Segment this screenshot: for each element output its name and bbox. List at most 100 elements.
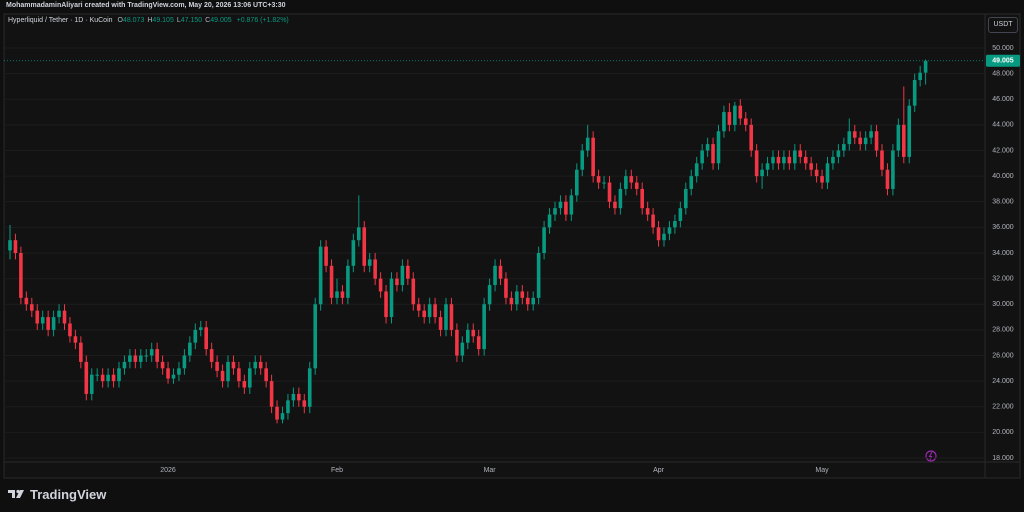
candle-body	[662, 233, 666, 241]
candle-body	[749, 124, 753, 151]
candle-body	[602, 182, 606, 184]
y-tick-label: 22.000	[992, 404, 1014, 411]
candle-body	[803, 156, 808, 164]
candle-body	[68, 323, 72, 337]
candle-body	[389, 278, 394, 318]
candle-body	[226, 361, 230, 382]
candle-body	[193, 329, 198, 343]
candle-body	[384, 291, 388, 318]
candle-body	[700, 150, 704, 164]
candle-body	[220, 370, 225, 382]
y-tick-label: 40.000	[992, 173, 1014, 180]
candle-body	[727, 112, 732, 125]
candle-body	[362, 227, 367, 266]
candle-body	[798, 150, 803, 157]
candle-body	[416, 304, 421, 311]
y-tick-label: 32.000	[992, 275, 1014, 282]
currency-button[interactable]: USDT	[988, 17, 1018, 33]
candle-body	[760, 169, 764, 177]
candle-body	[427, 304, 432, 318]
ohlc-value: 48.073	[122, 17, 145, 24]
brand: TradingView	[30, 487, 107, 502]
y-tick-label: 46.000	[992, 96, 1014, 103]
candle-body	[242, 381, 247, 388]
candle-body	[209, 349, 214, 362]
candle-body	[569, 195, 574, 215]
candle-body	[585, 137, 590, 151]
candle-body	[852, 131, 857, 138]
ohlc-value: 47.150	[180, 17, 203, 24]
candle-body	[525, 297, 530, 305]
candle-body	[166, 368, 170, 379]
candle-body	[177, 368, 181, 375]
candle-body	[253, 361, 258, 369]
candle-body	[422, 310, 426, 318]
candle-body	[286, 400, 290, 414]
candle-body	[536, 253, 541, 298]
y-tick-label: 38.000	[992, 199, 1014, 206]
candle-body	[776, 156, 781, 164]
candle-body	[269, 381, 274, 407]
candle-body	[302, 400, 307, 407]
candle-body	[171, 374, 176, 379]
candle-body	[198, 327, 203, 330]
candle-body	[291, 393, 296, 401]
candle-body	[280, 413, 285, 420]
candle-body	[771, 156, 775, 164]
candle-body	[466, 329, 470, 343]
legend: Hyperliquid / Tether · 1D · KuCoin O48.0…	[8, 17, 289, 24]
candle-body	[460, 342, 465, 356]
candle-body	[722, 112, 726, 132]
x-tick-label: Feb	[331, 467, 343, 474]
candle-body	[449, 304, 454, 330]
candle-body	[133, 355, 138, 362]
candle-body	[498, 265, 503, 279]
candle-body	[100, 374, 105, 382]
candle-body	[880, 150, 884, 170]
symbol: Hyperliquid / Tether · 1D · KuCoin	[8, 17, 113, 24]
candle-body	[215, 361, 219, 371]
candle-body	[923, 60, 928, 73]
candle-body	[836, 150, 841, 157]
ohlc-key: L	[176, 17, 181, 24]
x-tick-label: Apr	[653, 467, 665, 474]
candle-body	[444, 304, 448, 330]
candle-body	[645, 208, 650, 215]
candle-body	[378, 278, 383, 292]
candle-body	[455, 329, 459, 356]
candle-body	[673, 220, 677, 228]
y-tick-label: 24.000	[992, 378, 1014, 385]
candle-body	[613, 201, 617, 209]
candle-body	[825, 163, 830, 183]
candle-body	[411, 278, 416, 305]
y-tick-label: 28.000	[992, 327, 1014, 334]
candle-body	[30, 304, 34, 311]
candle-body	[149, 349, 154, 356]
candle-body	[313, 304, 317, 369]
y-tick-label: 36.000	[992, 224, 1014, 231]
candle-body	[237, 368, 241, 382]
candle-body	[182, 355, 187, 369]
candle-body	[19, 253, 23, 298]
candle-body	[340, 291, 345, 298]
candle-body	[62, 310, 67, 324]
y-tick-label: 42.000	[992, 147, 1014, 154]
candle-body	[89, 374, 94, 394]
candle-body	[754, 150, 759, 177]
last-price-label: 49.005	[992, 58, 1014, 65]
candle-body	[57, 310, 61, 318]
candle-body	[629, 176, 634, 183]
candle-body	[885, 169, 890, 189]
candle-body	[248, 368, 252, 388]
candle-body	[896, 124, 901, 151]
ohlc-value: 49.005	[210, 17, 232, 24]
candle-body	[596, 176, 601, 183]
last-price-box	[986, 54, 1020, 67]
ohlc-key: C	[205, 17, 211, 24]
candle-body	[24, 297, 29, 305]
x-tick-label: Mar	[484, 467, 497, 474]
candle-body	[307, 368, 312, 407]
candle-body	[814, 169, 819, 177]
candle-body	[874, 131, 879, 151]
